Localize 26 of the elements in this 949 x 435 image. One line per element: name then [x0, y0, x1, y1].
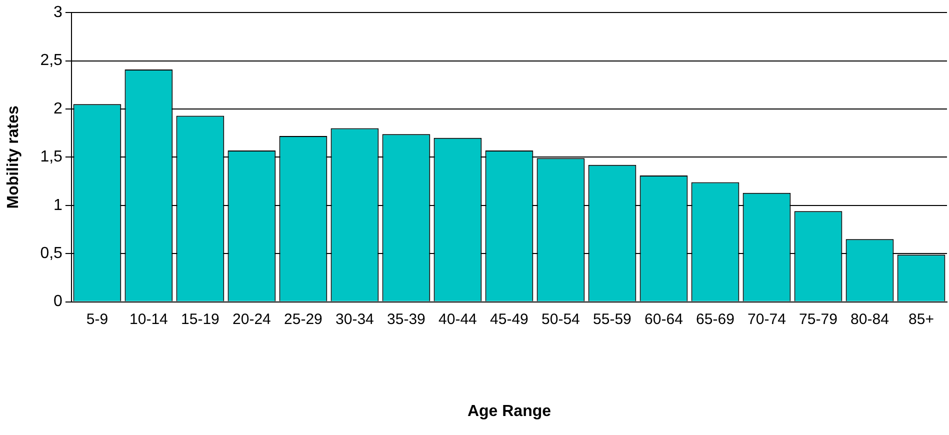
- x-tick-label: 85+: [908, 310, 934, 328]
- x-tick-label: 75-79: [799, 310, 838, 328]
- x-axis-title: Age Range: [467, 402, 552, 420]
- x-tick-label: 65-69: [696, 310, 734, 328]
- x-tick-label: 35-39: [387, 310, 426, 328]
- y-tick-label: 0,5: [40, 245, 63, 262]
- x-tick-label: 45-49: [490, 310, 528, 328]
- y-tick-label: 1,5: [40, 148, 63, 166]
- x-tick-label: 80-84: [850, 310, 889, 328]
- x-tick-label: 25-29: [284, 310, 322, 328]
- y-tick-label: 1: [54, 196, 63, 214]
- y-axis-title: Mobility rates: [5, 106, 22, 209]
- y-tick-label: 2,5: [40, 52, 63, 70]
- x-tick-label: 15-19: [181, 310, 220, 328]
- x-tick-label: 30-34: [336, 310, 374, 328]
- x-tick-label: 60-64: [644, 310, 683, 328]
- x-tick-label: 10-14: [130, 310, 168, 328]
- x-tick-label: 55-59: [593, 310, 632, 328]
- x-tick-label: 20-24: [232, 310, 271, 328]
- y-tick-label: 3: [54, 4, 63, 22]
- y-tick-label: 2: [54, 100, 63, 118]
- x-tick-label: 5-9: [86, 310, 108, 328]
- x-tick-label: 40-44: [438, 310, 477, 328]
- y-tick-label: 0: [54, 293, 63, 310]
- x-tick-label: 70-74: [748, 310, 786, 328]
- x-tick-label: 50-54: [542, 310, 580, 328]
